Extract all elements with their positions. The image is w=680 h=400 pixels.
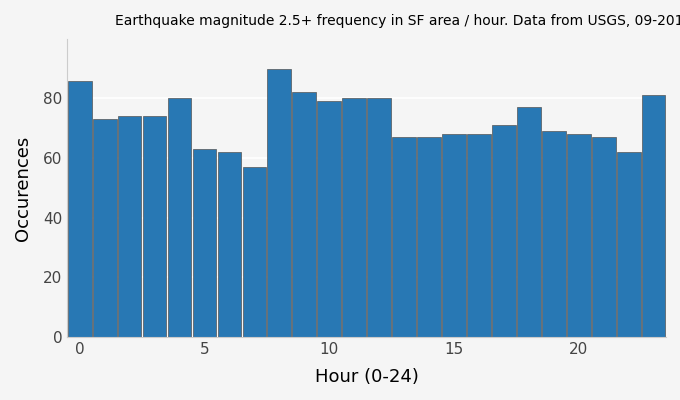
Bar: [642, 96, 666, 337]
Bar: [267, 69, 291, 337]
Bar: [592, 137, 615, 337]
Bar: [143, 116, 167, 337]
Bar: [467, 134, 491, 337]
Bar: [567, 134, 591, 337]
Bar: [118, 116, 141, 337]
Text: Earthquake magnitude 2.5+ frequency in SF area / hour. Data from USGS, 09-2014 u: Earthquake magnitude 2.5+ frequency in S…: [115, 14, 680, 28]
Bar: [442, 134, 466, 337]
Bar: [68, 80, 92, 337]
Bar: [517, 108, 541, 337]
Bar: [392, 137, 416, 337]
Bar: [218, 152, 241, 337]
Bar: [192, 149, 216, 337]
Bar: [92, 119, 116, 337]
Bar: [243, 167, 267, 337]
Bar: [168, 98, 191, 337]
Bar: [342, 98, 366, 337]
Bar: [542, 131, 566, 337]
Bar: [292, 92, 316, 337]
Bar: [492, 125, 515, 337]
Bar: [418, 137, 441, 337]
Bar: [318, 102, 341, 337]
Y-axis label: Occurences: Occurences: [14, 135, 32, 240]
Bar: [617, 152, 641, 337]
X-axis label: Hour (0-24): Hour (0-24): [315, 368, 419, 386]
Bar: [367, 98, 391, 337]
